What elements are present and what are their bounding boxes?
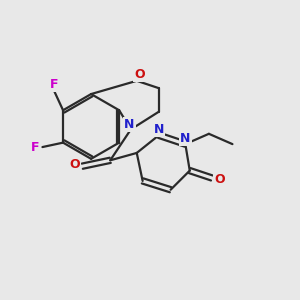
Text: O: O <box>70 158 80 171</box>
Text: O: O <box>214 173 225 186</box>
Text: N: N <box>124 118 135 131</box>
Text: F: F <box>50 78 58 91</box>
Text: F: F <box>31 141 39 154</box>
Text: N: N <box>180 132 190 145</box>
Text: O: O <box>134 68 145 81</box>
Text: N: N <box>154 123 164 136</box>
